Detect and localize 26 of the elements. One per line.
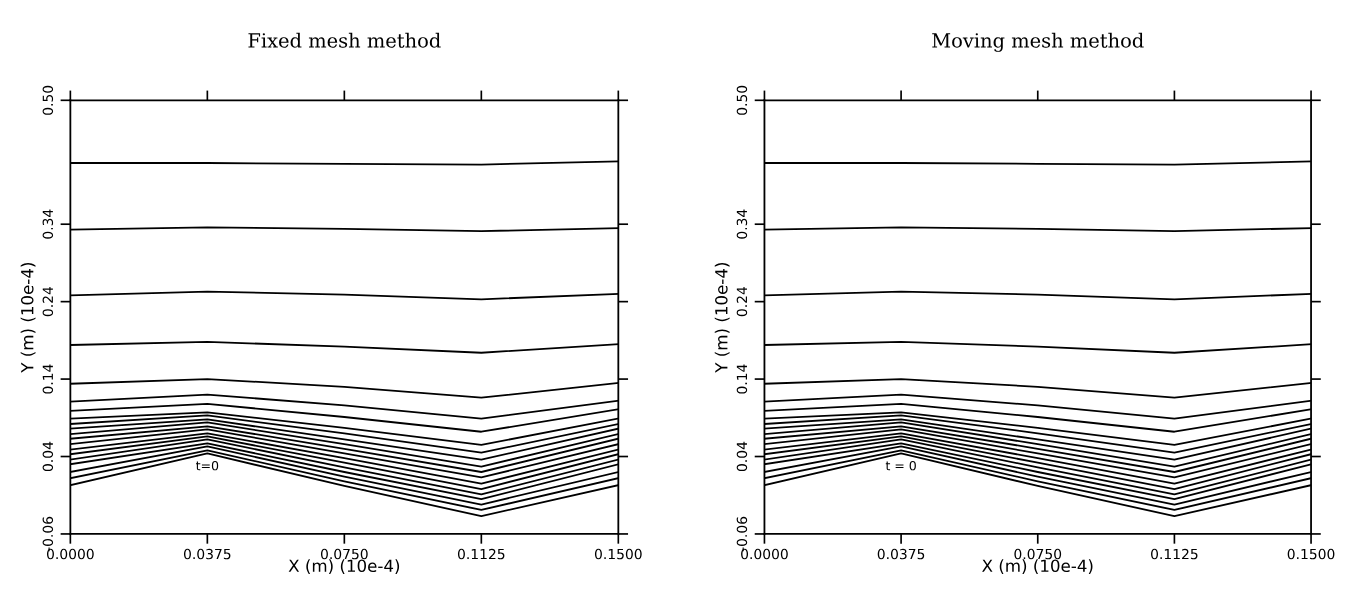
x-axis-title: X (m) (10e-4) [288,559,400,575]
x-tick-label: 0.0375 [877,548,925,560]
y-axis-title: Y (m) (10e-4) [714,263,730,373]
chart-title: Moving mesh method [932,32,1144,52]
x-tick-label: 0.1125 [1151,548,1198,560]
x-tick-label: 0.1500 [594,548,642,560]
y-tick-label: 0.24 [736,286,748,317]
chart-title: Fixed mesh method [248,32,441,48]
y-tick-label: 0.24 [42,286,54,317]
x-tick-label: 0.0750 [320,548,368,560]
y-tick-label: 0.50 [736,85,748,115]
y-tick-label: 0.34 [736,209,748,239]
y-tick-label: 0.50 [42,85,54,115]
y-axis-title: Y (m) (10e-4) [20,263,36,373]
y-tick-label: 0.34 [42,209,54,239]
x-tick-label: 0.1500 [1287,548,1335,560]
x-tick-label: 0.1125 [457,548,505,560]
x-tick-label: 0.0375 [183,548,231,560]
x-tick-label: 0.0750 [1014,548,1062,560]
annotation: t=0 [196,460,219,471]
y-tick-label: 0.14 [42,364,54,394]
y-tick-label: 0.04 [42,441,54,472]
x-axis-title: X (m) (10e-4) [982,559,1093,575]
annotation: t = 0 [885,460,916,471]
y-tick-label: 0.04 [736,441,748,472]
y-tick-label: 0.14 [736,364,748,394]
